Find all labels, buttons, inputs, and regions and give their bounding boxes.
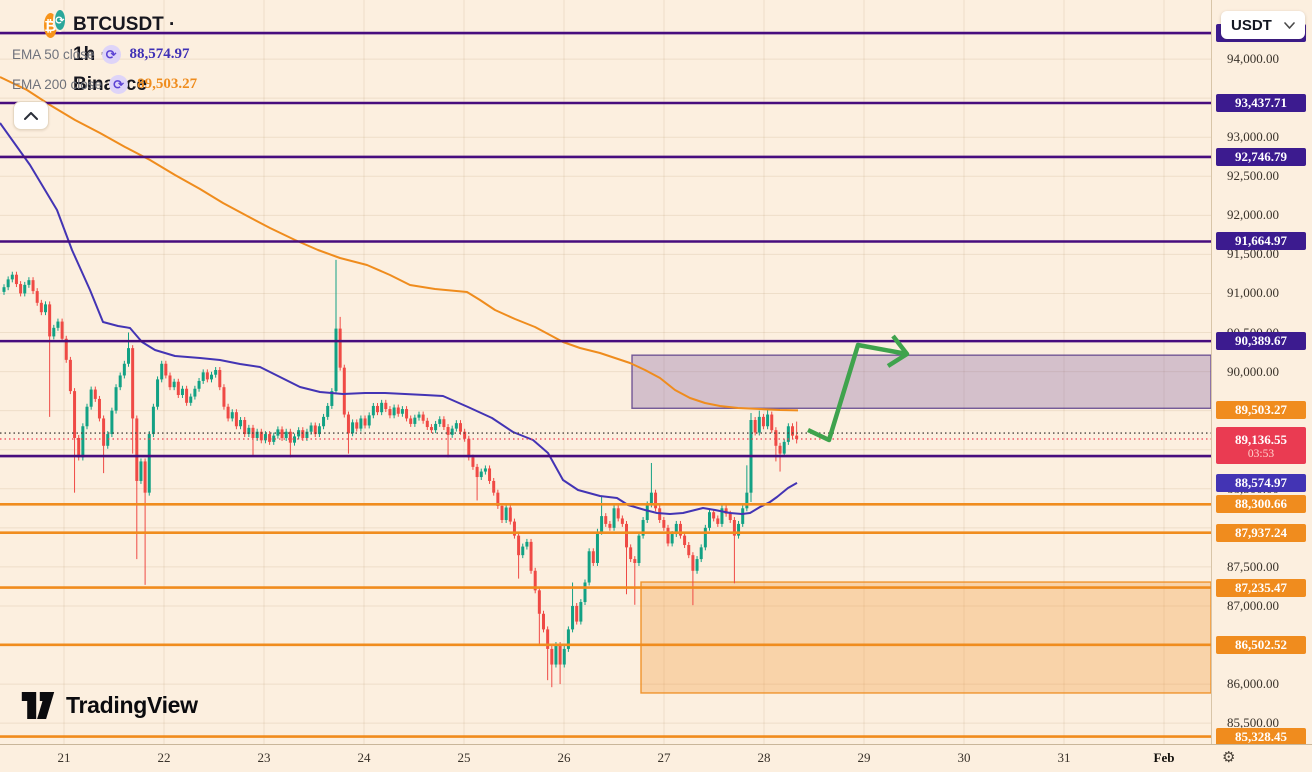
price-axis-label: 86,502.52 <box>1216 635 1306 654</box>
time-tick-label: 22 <box>157 750 171 765</box>
price-axis-label: 89,136.55 03:53 <box>1216 427 1306 465</box>
collapse-legend-button[interactable] <box>13 101 49 130</box>
tradingview-logo-icon <box>21 692 55 719</box>
price-tick-label: 93,000.00 <box>1227 129 1279 145</box>
time-tick-label: 28 <box>757 750 771 765</box>
time-tick-label: 27 <box>657 750 671 765</box>
horizontal-lines[interactable] <box>0 31 1211 738</box>
grid-lines <box>0 0 1211 744</box>
price-axis-label: 92,746.79 <box>1216 147 1306 166</box>
time-tick-label: 30 <box>957 750 971 765</box>
price-tick-label: 91,000.00 <box>1227 285 1279 301</box>
chevron-down-icon <box>1284 21 1295 29</box>
green-arrow-head <box>886 334 910 368</box>
settings-gear-icon[interactable]: ⚙ <box>1222 748 1236 766</box>
indicator-row-ema200[interactable]: EMA 200 close ⟳ 89,503.27 <box>12 75 197 94</box>
price-tick-label: 87,500.00 <box>1227 558 1279 574</box>
time-tick-label: Feb <box>1153 750 1175 765</box>
exchange-sync-icon: ⟳ <box>54 10 65 30</box>
bar-countdown: 03:53 <box>1247 447 1275 460</box>
demand-zone[interactable] <box>640 581 1211 694</box>
green-arrow[interactable] <box>807 342 908 443</box>
time-axis[interactable]: ⚙ 21 22 23 24 25 26 27 28 29 30 31 Feb <box>0 744 1312 772</box>
price-axis-label: 87,937.24 <box>1216 523 1306 542</box>
watermark-text: TradingView <box>66 692 198 718</box>
time-tick-label: 24 <box>357 750 371 765</box>
indicator-value: 89,503.27 <box>137 76 198 92</box>
price-axis-label: 85,328.45 <box>1216 727 1306 744</box>
price-axis-label: 88,300.66 <box>1216 495 1306 514</box>
time-tick-label: 23 <box>257 750 271 765</box>
ema200-line <box>0 76 799 412</box>
price-lines <box>0 432 1211 440</box>
tradingview-watermark: TradingView <box>20 690 198 721</box>
price-tick-label: 92,000.00 <box>1227 207 1279 223</box>
price-tick-label: 94,000.00 <box>1227 51 1279 67</box>
time-tick-label: 25 <box>457 750 471 765</box>
chevron-up-icon <box>24 111 38 120</box>
indicator-label: EMA 50 close <box>12 47 95 62</box>
price-tick-label: 92,500.00 <box>1227 168 1279 184</box>
time-tick-label: 26 <box>557 750 571 765</box>
price-axis-label: 87,235.47 <box>1216 578 1306 597</box>
price-tick-label: 85,500.00 <box>1227 715 1279 731</box>
indicator-label: EMA 200 close <box>12 77 103 92</box>
price-axis-label: 88,574.97 <box>1216 473 1306 492</box>
price-axis-label: 91,664.97 <box>1216 232 1306 251</box>
price-tick-label: 90,000.00 <box>1227 363 1279 379</box>
time-tick-label: 31 <box>1057 750 1071 765</box>
arrow-drawing[interactable] <box>807 334 910 443</box>
indicator-value: 88,574.97 <box>129 46 190 62</box>
price-axis-label: 90,389.67 <box>1216 332 1306 351</box>
refresh-icon[interactable]: ⟳ <box>109 75 129 94</box>
price-tick-label: 87,000.00 <box>1227 597 1279 613</box>
currency-dropdown-value: USDT <box>1231 16 1272 34</box>
refresh-icon[interactable]: ⟳ <box>101 45 121 64</box>
price-chart-canvas[interactable] <box>0 0 1211 744</box>
time-tick-label: 21 <box>57 750 71 765</box>
price-axis-label: 89,503.27 <box>1216 401 1306 420</box>
btc-logo-icon: ₿ <box>44 13 57 38</box>
currency-dropdown[interactable]: USDT <box>1221 11 1305 39</box>
time-tick-label: 29 <box>857 750 871 765</box>
supply-zone[interactable] <box>631 354 1211 409</box>
price-axis-label: 93,437.71 <box>1216 93 1306 112</box>
price-tick-label: 91,500.00 <box>1227 246 1279 262</box>
price-axis[interactable]: 94,000.00 93,000.00 92,500.00 92,000.00 91,5… <box>1211 0 1312 744</box>
price-tick-label: 86,000.00 <box>1227 676 1279 692</box>
indicator-row-ema50[interactable]: EMA 50 close ⟳ 88,574.97 <box>12 45 190 64</box>
drawing-zones[interactable] <box>631 354 1211 694</box>
